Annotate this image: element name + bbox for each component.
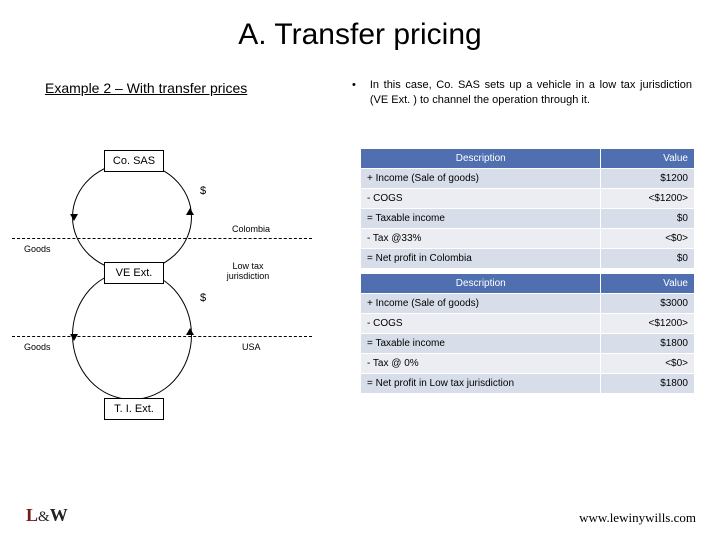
table1-header-desc: Description	[361, 149, 601, 169]
example-subtitle: Example 2 – With transfer prices	[45, 80, 247, 96]
cell: - COGS	[361, 314, 601, 334]
money-label-1: $	[200, 185, 206, 197]
flow-ellipse-lower	[72, 270, 192, 400]
cell: - Tax @ 0%	[361, 354, 601, 374]
money-label-2: $	[200, 292, 206, 304]
table-row: - COGS<$1200>	[361, 314, 695, 334]
logo-amp: &	[37, 509, 50, 525]
arrow-down-1	[70, 214, 78, 221]
table-row: = Net profit in Low tax jurisdiction$180…	[361, 374, 695, 394]
bullet-text: In this case, Co. SAS sets up a vehicle …	[370, 78, 692, 108]
footer-url: www.lewinywills.com	[579, 510, 696, 526]
dashed-line-1	[12, 238, 312, 239]
flow-ellipse-upper	[72, 162, 192, 272]
table-colombia: Description Value + Income (Sale of good…	[360, 148, 695, 269]
tables-container: Description Value + Income (Sale of good…	[360, 148, 695, 398]
logo-l: L	[26, 505, 37, 525]
node-co-sas: Co. SAS	[104, 150, 164, 172]
cell: = Net profit in Colombia	[361, 249, 601, 269]
cell: $0	[601, 209, 695, 229]
cell: $1200	[601, 169, 695, 189]
table-row: = Taxable income$1800	[361, 334, 695, 354]
table-row: = Taxable income$0	[361, 209, 695, 229]
table2-header-row: Description Value	[361, 274, 695, 294]
bullet-dot: •	[352, 78, 356, 108]
goods-label-1: Goods	[24, 244, 51, 254]
table-row: + Income (Sale of goods)$3000	[361, 294, 695, 314]
node-ti-ext: T. I. Ext.	[104, 398, 164, 420]
arrow-up-1	[186, 208, 194, 215]
table-row: = Net profit in Colombia$0	[361, 249, 695, 269]
arrow-up-2	[186, 328, 194, 335]
cell: $1800	[601, 334, 695, 354]
footer-logo: L&W	[26, 505, 67, 526]
page-title: A. Transfer pricing	[0, 0, 720, 52]
cell: - COGS	[361, 189, 601, 209]
table1-header-row: Description Value	[361, 149, 695, 169]
table-row: + Income (Sale of goods)$1200	[361, 169, 695, 189]
flow-diagram: Co. SAS VE Ext. T. I. Ext. Colombia Low …	[32, 150, 332, 470]
cell: <$0>	[601, 354, 695, 374]
cell: $0	[601, 249, 695, 269]
cell: <$0>	[601, 229, 695, 249]
cell: + Income (Sale of goods)	[361, 294, 601, 314]
table2-header-desc: Description	[361, 274, 601, 294]
description-bullet: • In this case, Co. SAS sets up a vehicl…	[352, 78, 692, 108]
table-row: - Tax @ 0%<$0>	[361, 354, 695, 374]
cell: = Taxable income	[361, 334, 601, 354]
region-colombia: Colombia	[232, 224, 270, 234]
cell: - Tax @33%	[361, 229, 601, 249]
cell: + Income (Sale of goods)	[361, 169, 601, 189]
cell: = Taxable income	[361, 209, 601, 229]
cell: <$1200>	[601, 189, 695, 209]
cell: $1800	[601, 374, 695, 394]
region-usa: USA	[242, 342, 261, 352]
table2-header-val: Value	[601, 274, 695, 294]
cell: <$1200>	[601, 314, 695, 334]
dashed-line-2	[12, 336, 312, 337]
cell: = Net profit in Low tax jurisdiction	[361, 374, 601, 394]
goods-label-2: Goods	[24, 342, 51, 352]
table-row: - COGS<$1200>	[361, 189, 695, 209]
table-lowtax: Description Value + Income (Sale of good…	[360, 273, 695, 394]
table-row: - Tax @33%<$0>	[361, 229, 695, 249]
node-ve-ext: VE Ext.	[104, 262, 164, 284]
logo-w: W	[50, 505, 67, 525]
cell: $3000	[601, 294, 695, 314]
region-lowtax: Low tax jurisdiction	[220, 262, 276, 282]
table1-header-val: Value	[601, 149, 695, 169]
